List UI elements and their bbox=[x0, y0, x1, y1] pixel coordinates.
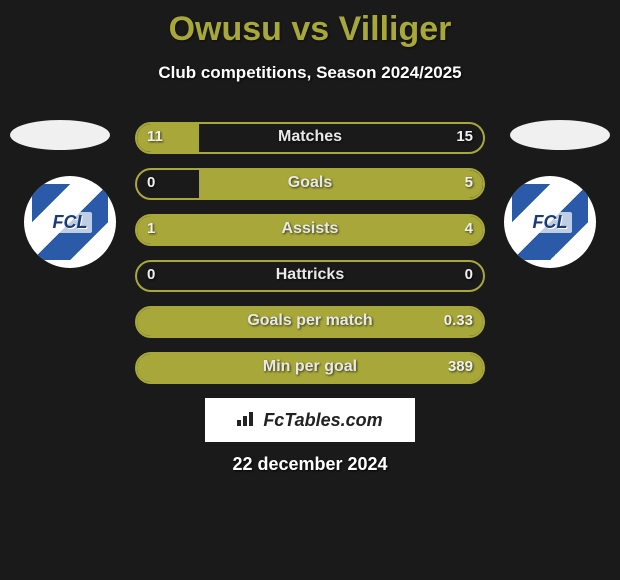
stat-row: Goals0 5 bbox=[135, 168, 485, 200]
stat-value-right: 5 bbox=[465, 174, 473, 191]
stat-value-right: 0 bbox=[465, 266, 473, 283]
stat-row: Min per goal389 bbox=[135, 352, 485, 384]
club-badge-text-right: FCL bbox=[529, 212, 572, 233]
stat-value-left: 0 bbox=[147, 266, 155, 283]
brand-logo: FcTables.com bbox=[205, 398, 415, 442]
stat-value-left: 0 bbox=[147, 174, 155, 191]
club-badge-inner-left: FCL bbox=[32, 184, 108, 260]
comparison-bars: Matches1115Goals05Assists14Hattricks00Go… bbox=[135, 122, 485, 398]
stat-row: Assists1 4 bbox=[135, 214, 485, 246]
stat-label: Goals bbox=[135, 174, 485, 192]
stat-row: Hattricks0 0 bbox=[135, 260, 485, 292]
stat-row: Matches11 15 bbox=[135, 122, 485, 154]
stat-value-right: 4 bbox=[465, 220, 473, 237]
stat-label: Matches bbox=[135, 128, 485, 146]
club-badge-text-left: FCL bbox=[49, 212, 92, 233]
stat-value-right: 15 bbox=[456, 128, 473, 145]
brand-text: FcTables.com bbox=[263, 410, 382, 431]
stat-row: Goals per match0.33 bbox=[135, 306, 485, 338]
club-badge-right: FCL bbox=[504, 176, 596, 268]
stat-label: Assists bbox=[135, 220, 485, 238]
page-subtitle: Club competitions, Season 2024/2025 bbox=[0, 63, 620, 83]
player-photo-placeholder-right bbox=[510, 120, 610, 150]
stat-value-right: 389 bbox=[448, 358, 473, 375]
stat-value-left: 11 bbox=[147, 128, 163, 145]
player-photo-placeholder-left bbox=[10, 120, 110, 150]
stat-label: Min per goal bbox=[135, 358, 485, 376]
stat-label: Hattricks bbox=[135, 266, 485, 284]
stat-value-left: 1 bbox=[147, 220, 155, 237]
stat-value-right: 0.33 bbox=[444, 312, 473, 329]
club-badge-inner-right: FCL bbox=[512, 184, 588, 260]
footer-date: 22 december 2024 bbox=[0, 454, 620, 475]
stat-label: Goals per match bbox=[135, 312, 485, 330]
club-badge-left: FCL bbox=[24, 176, 116, 268]
chart-icon bbox=[237, 410, 257, 431]
page-title: Owusu vs Villiger bbox=[0, 0, 620, 49]
